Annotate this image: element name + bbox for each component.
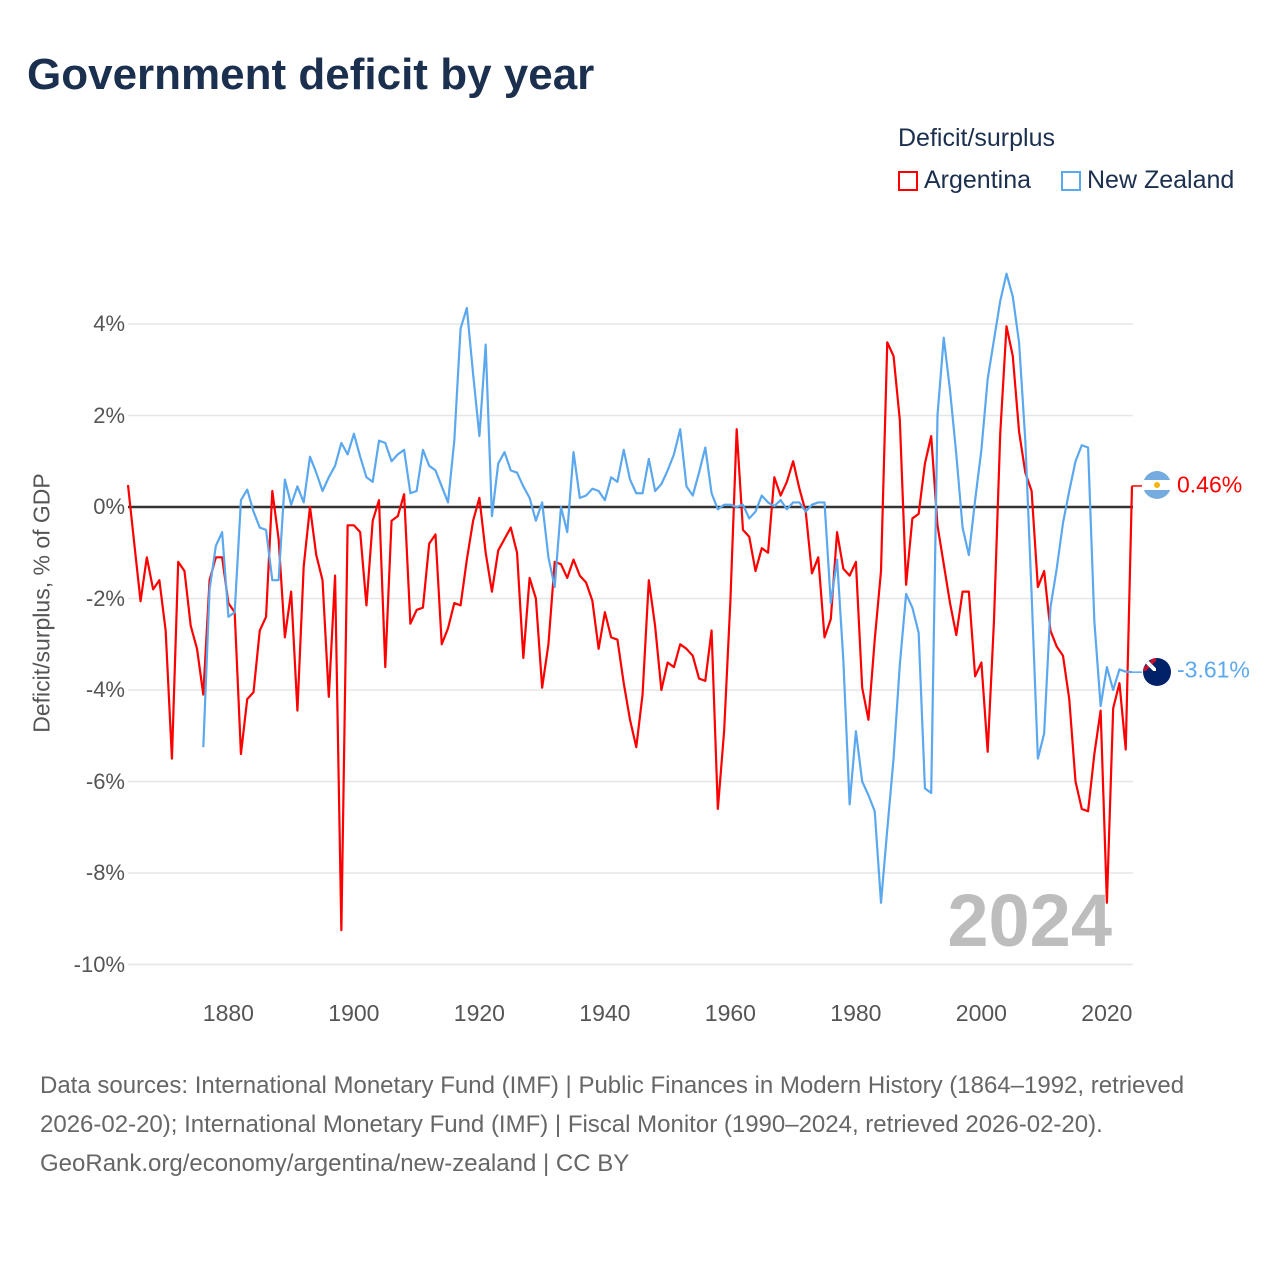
new-zealand-flag-icon	[1143, 658, 1171, 686]
end-label-new-zealand: -3.61%	[1177, 656, 1250, 683]
x-tick-label: 1920	[453, 1000, 505, 1026]
x-tick-label: 1880	[202, 1000, 254, 1026]
legend-swatch-argentina	[898, 170, 918, 191]
x-tick-label: 1980	[830, 1000, 882, 1026]
y-tick-label: 0%	[93, 494, 125, 519]
legend-label-argentina: Argentina	[924, 166, 1032, 194]
x-tick-label: 1940	[579, 1000, 631, 1026]
legend-item-argentina[interactable]: Argentina	[898, 166, 1031, 195]
y-tick-label: 2%	[93, 402, 125, 428]
y-tick-label: -10%	[73, 951, 125, 977]
y-tick-label: 4%	[93, 311, 125, 336]
credit-link[interactable]: GeoRank.org/economy/argentina/new-zealan…	[40, 1150, 630, 1177]
x-tick-label: 2020	[1081, 1000, 1133, 1026]
x-tick-label: 2000	[955, 1000, 1007, 1026]
series-line-new-zealand[interactable]	[202, 272, 1133, 904]
y-tick-label: -6%	[85, 768, 125, 794]
source-note: Data sources: International Monetary Fun…	[40, 1066, 1240, 1183]
y-tick-label: -2%	[85, 585, 125, 611]
series-line-argentina[interactable]	[126, 325, 1134, 932]
legend-title: Deficit/surplus	[898, 124, 1055, 152]
page-title: Government deficit by year	[27, 50, 595, 99]
year-watermark: 2024	[947, 879, 1112, 962]
x-tick-label: 1960	[704, 1000, 756, 1026]
argentina-flag-icon	[1143, 471, 1171, 499]
data-sources: Data sources: International Monetary Fun…	[40, 1072, 1185, 1138]
legend-item-new-zealand[interactable]: New Zealand	[1061, 166, 1234, 195]
legend-swatch-new-zealand	[1061, 170, 1081, 191]
y-tick-label: -4%	[85, 677, 125, 702]
x-tick-label: 1900	[328, 1000, 380, 1026]
y-tick-label: -8%	[85, 860, 125, 885]
end-label-argentina: 0.46%	[1177, 471, 1243, 498]
legend-label-new-zealand: New Zealand	[1087, 166, 1235, 194]
